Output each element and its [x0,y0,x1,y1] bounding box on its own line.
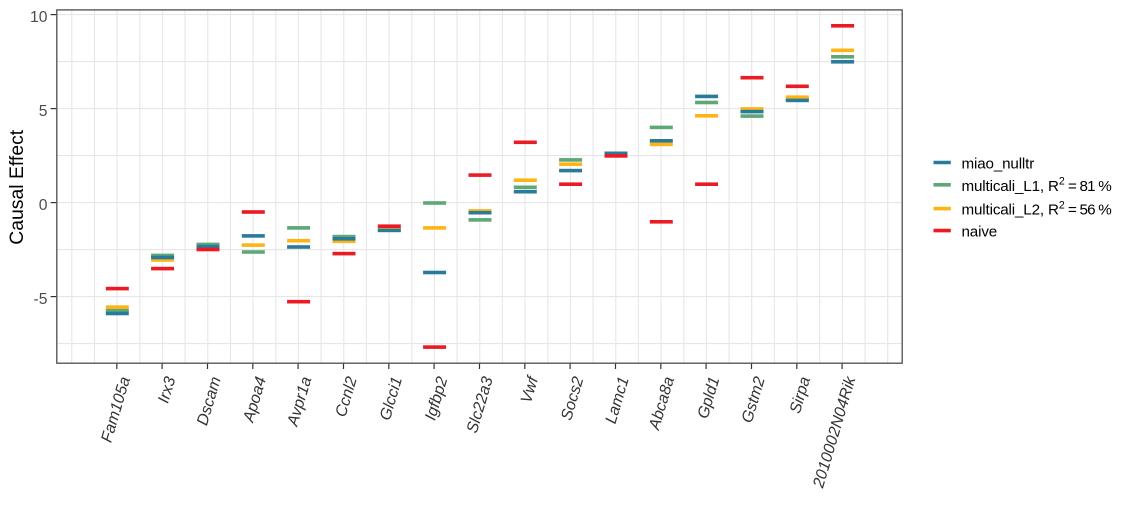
svg-text:multicali_L2, R2 = 56 %: multicali_L2, R2 = 56 % [962,199,1112,218]
svg-text:Irx3: Irx3 [155,375,179,405]
svg-text:miao_nulltr: miao_nulltr [962,155,1035,172]
svg-text:0: 0 [39,197,48,214]
svg-text:-5: -5 [34,291,48,308]
svg-text:10: 10 [30,9,48,26]
svg-text:5: 5 [39,103,48,120]
svg-text:Causal Effect: Causal Effect [6,129,28,245]
svg-text:multicali_L1, R2 = 81 %: multicali_L1, R2 = 81 % [962,176,1112,195]
svg-text:naive: naive [962,224,998,241]
